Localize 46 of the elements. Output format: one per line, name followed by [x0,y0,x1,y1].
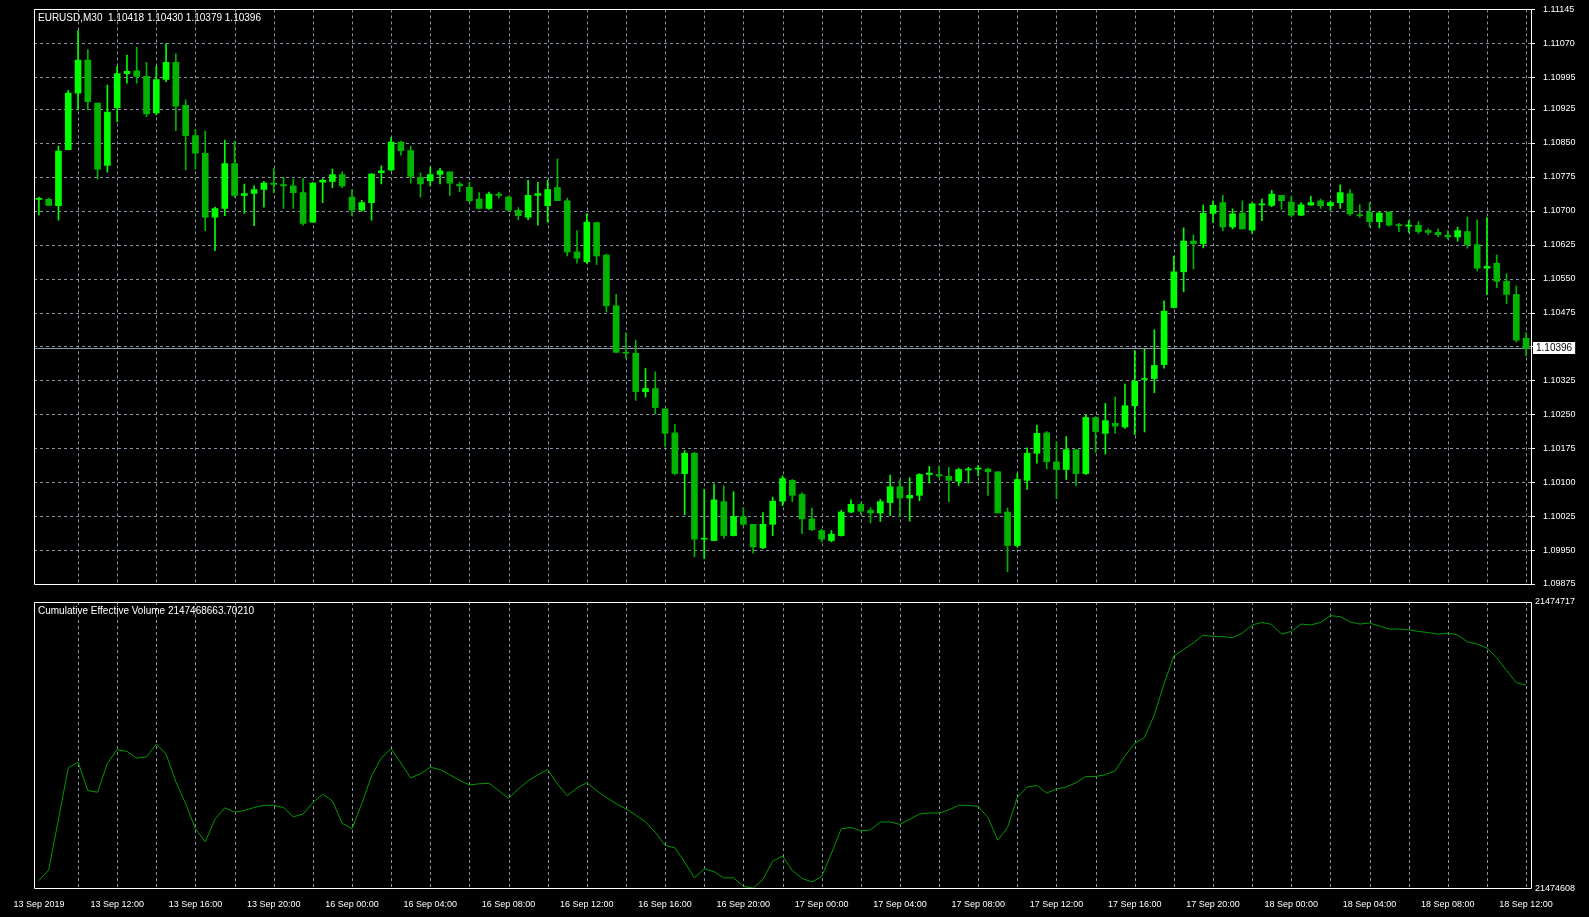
x-tick-label: 13 Sep 16:00 [168,899,223,910]
y-tick-label: 1.10775 [1543,171,1576,182]
ref-line-label: 1.10396 [1536,341,1573,353]
y-tick-label: 1.10700 [1543,205,1576,216]
y-tick-label: 1.10550 [1543,273,1576,284]
x-tick-label: 17 Sep 04:00 [873,899,927,910]
x-tick-label: 13 Sep 12:00 [90,899,144,910]
x-tick-label: 18 Sep 12:00 [1499,899,1553,910]
text: 21474608 [1535,882,1576,893]
y-tick-label: 1.09875 [1543,578,1576,589]
chart-title: Cumulative Effective Volume 2147468663.70210 [38,604,255,616]
y-tick-label: 1.10100 [1543,476,1576,487]
x-tick-label: 16 Sep 08:00 [481,899,536,910]
x-tick-label: 16 Sep 16:00 [638,899,692,910]
x-tick-label: 18 Sep 08:00 [1421,899,1475,910]
y-tick-label: 1.09950 [1543,544,1576,555]
text: 21474717 [1535,596,1576,607]
candlestick [1356,204,1364,218]
x-tick-label: 16 Sep 20:00 [716,899,771,910]
x-tick-label: 17 Sep 08:00 [951,899,1005,910]
y-tick-label: 1.11070 [1543,37,1575,48]
x-tick-label: 17 Sep 12:00 [1029,899,1084,910]
x-tick-label: 16 Sep 04:00 [403,899,458,910]
y-tick-label: 1.10625 [1543,239,1576,250]
x-tick-label: 16 Sep 12:00 [560,899,614,910]
x-tick-label: 18 Sep 00:00 [1264,899,1319,910]
y-tick-label: 1.10175 [1543,442,1576,453]
y-tick-label: 1.10325 [1543,374,1576,385]
x-tick-label: 13 Sep 20:00 [246,899,301,910]
y-tick-label: 1.10850 [1543,137,1576,148]
y-tick-label: 1.10925 [1543,103,1576,114]
candlestick [1424,228,1432,236]
x-tick-label: 17 Sep 20:00 [1186,899,1240,910]
candlestick [994,471,1002,514]
x-tick-label: 13 Sep 2019 [13,899,65,910]
chart-title: EURUSD,M30 1.10418 1.10430 1.10379 1.10396 [38,12,262,24]
candlestick [700,489,708,559]
y-tick-label: 1.10995 [1543,71,1576,82]
y-tick-label: 1.10475 [1543,307,1576,318]
y-tick-label: 1.10025 [1543,510,1576,521]
x-tick-label: 18 Sep 04:00 [1342,899,1397,910]
x-tick-label: 17 Sep 16:00 [1107,899,1162,910]
x-tick-label: 17 Sep 00:00 [794,899,849,910]
x-tick-label: 16 Sep 00:00 [325,899,379,910]
y-tick-label: 1.11145 [1543,3,1575,14]
y-tick-label: 1.10250 [1543,408,1576,419]
